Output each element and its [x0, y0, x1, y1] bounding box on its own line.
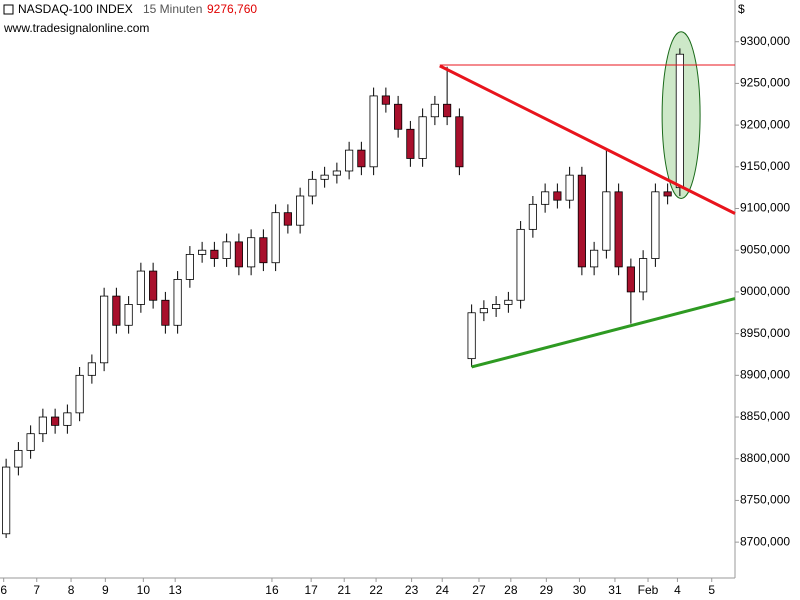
y-tick-label: 9100,000: [740, 201, 790, 215]
candle-body: [161, 299, 170, 326]
candle-body: [173, 279, 182, 326]
header-icon: [3, 4, 14, 15]
candle-body: [577, 174, 586, 268]
candle-body: [528, 203, 537, 230]
candle-body: [406, 128, 415, 159]
candle-body: [26, 433, 35, 451]
x-tick-label: 28: [504, 583, 518, 597]
candle-body: [492, 304, 501, 310]
candle-body: [394, 103, 403, 130]
x-tick-label: 17: [304, 583, 318, 597]
y-tick-label: 8800,000: [740, 451, 790, 465]
candle-body: [100, 295, 109, 364]
x-tick-label: 16: [265, 583, 279, 597]
candle-body: [38, 416, 47, 435]
x-tick-label: 31: [608, 583, 622, 597]
candle-body: [565, 174, 574, 201]
candle-body: [369, 95, 378, 168]
candle-body: [467, 312, 476, 360]
candle-body: [2, 466, 11, 535]
x-tick-label: 5: [708, 583, 715, 597]
candle-body: [87, 362, 96, 376]
candle-body: [479, 308, 488, 314]
x-tick-label: 6: [0, 583, 7, 597]
x-tick-label: 9: [102, 583, 109, 597]
candle-body: [185, 253, 194, 280]
candle-body: [626, 266, 635, 293]
candle-body: [210, 249, 219, 259]
x-tick-label: 23: [405, 583, 419, 597]
candle-body: [381, 95, 390, 105]
x-tick-label: 4: [674, 583, 681, 597]
candle-body: [590, 249, 599, 268]
candle-body: [136, 270, 145, 305]
candle-body: [234, 241, 243, 268]
y-tick-label: 8900,000: [740, 367, 790, 381]
candle-body: [112, 295, 121, 326]
x-tick-label: 10: [137, 583, 151, 597]
x-tick-label: 13: [168, 583, 182, 597]
x-tick-label: 29: [540, 583, 554, 597]
y-tick-label: 9050,000: [740, 242, 790, 256]
candle-body: [198, 249, 207, 255]
candle-body: [271, 212, 280, 264]
interval: 15 Minuten: [143, 2, 202, 16]
x-tick-label: 21: [338, 583, 352, 597]
axis-unit: $: [738, 2, 745, 16]
candle-body: [651, 191, 660, 259]
candle-body: [614, 191, 623, 268]
candle-body: [124, 304, 133, 326]
y-tick-label: 9150,000: [740, 159, 790, 173]
candle-body: [345, 149, 354, 172]
candle-body: [504, 299, 513, 305]
x-tick-label: 22: [369, 583, 383, 597]
candle-body: [516, 228, 525, 301]
y-tick-label: 8950,000: [740, 326, 790, 340]
candle-body: [602, 191, 611, 251]
x-tick-label: 27: [472, 583, 486, 597]
candle-body: [430, 103, 439, 118]
x-tick-label: 24: [436, 583, 450, 597]
candle-body: [320, 174, 329, 180]
chart-title: NASDAQ-100 INDEX: [18, 2, 133, 16]
candle-body: [63, 412, 72, 426]
candle-body: [455, 116, 464, 168]
y-tick-label: 9000,000: [740, 284, 790, 298]
x-tick-label: 8: [68, 583, 75, 597]
x-tick-label: 7: [33, 583, 40, 597]
y-tick-label: 8750,000: [740, 493, 790, 507]
candle-body: [639, 258, 648, 293]
candle-body: [149, 270, 158, 301]
x-tick-label: 30: [573, 583, 587, 597]
candle-body: [553, 191, 562, 201]
x-tick-label: Feb: [638, 583, 659, 597]
candle-body: [418, 116, 427, 159]
candle-body: [308, 178, 317, 197]
candle-body: [332, 170, 341, 176]
trendline: [439, 64, 736, 215]
candle-body: [51, 416, 60, 426]
candle-body: [14, 449, 23, 468]
candle-body: [247, 237, 256, 268]
last-price: 9276,760: [207, 2, 257, 16]
source: www.tradesignalonline.com: [3, 21, 149, 35]
candle-body: [75, 374, 84, 414]
y-tick-label: 9300,000: [740, 34, 790, 48]
candle-body: [675, 53, 684, 189]
candle-body: [357, 149, 366, 168]
candle-body: [541, 191, 550, 205]
y-tick-label: 8700,000: [740, 534, 790, 548]
candle-body: [663, 191, 672, 197]
candle-body: [283, 212, 292, 226]
y-tick-label: 8850,000: [740, 409, 790, 423]
candle-body: [222, 241, 231, 259]
y-tick-label: 9250,000: [740, 76, 790, 90]
trendline: [471, 297, 736, 369]
y-tick-label: 9200,000: [740, 117, 790, 131]
candle-body: [296, 195, 305, 226]
candle-body: [443, 103, 452, 118]
candle-body: [259, 237, 268, 264]
